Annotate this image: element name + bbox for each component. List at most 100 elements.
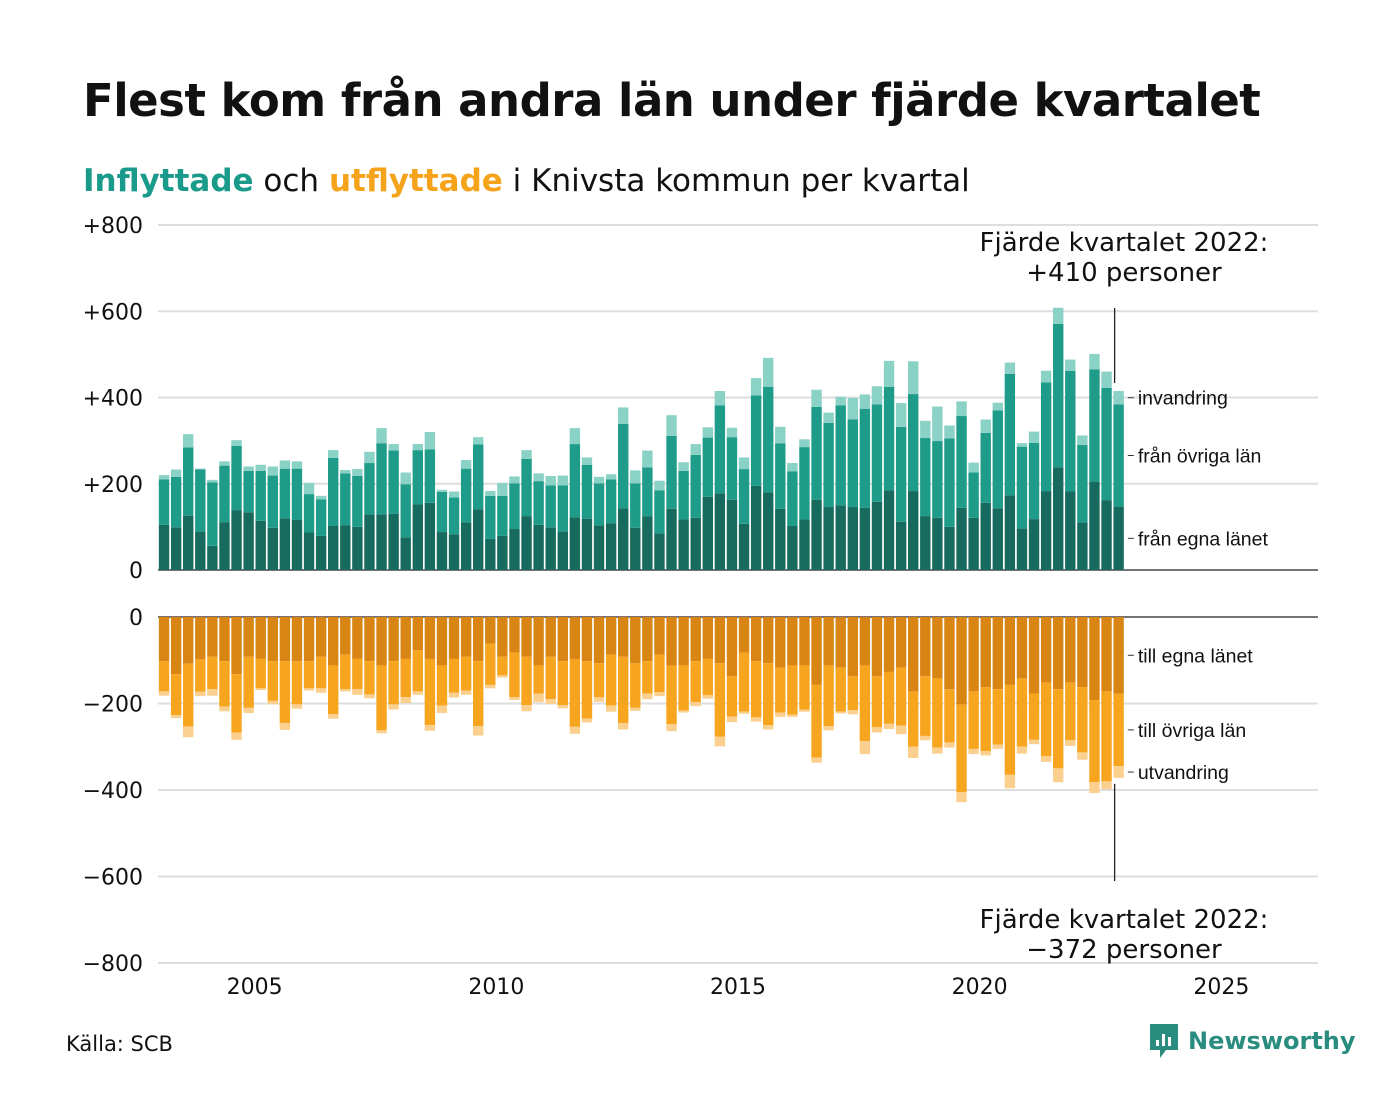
- in-bar-från-övriga-län: [485, 495, 496, 539]
- out-bar-till-övriga-län: [231, 674, 242, 733]
- in-bar-från-övriga-län: [1040, 382, 1052, 492]
- y-tick-label: +600: [83, 300, 143, 325]
- out-bar-utvandring: [1101, 781, 1112, 790]
- in-bar-från-övriga-län: [775, 443, 786, 509]
- out-bar-till-övriga-län: [376, 665, 387, 731]
- in-bar-från-övriga-län: [932, 441, 943, 518]
- in-bar-från-egna-länet: [968, 517, 979, 570]
- in-bar-från-övriga-län: [871, 404, 883, 502]
- x-tick-label: 2010: [468, 975, 524, 1000]
- subtitle-och: och: [253, 163, 329, 199]
- out-bar-utvandring: [328, 714, 339, 719]
- in-bar-invandring: [328, 450, 339, 458]
- out-bar-utvandring: [642, 693, 653, 700]
- in-bar-invandring: [883, 360, 895, 387]
- in-bar-från-egna-länet: [207, 545, 218, 570]
- out-bar-till-egna-länet: [787, 617, 798, 666]
- out-bar-utvandring: [485, 684, 496, 689]
- out-bar-till-övriga-län: [388, 661, 399, 705]
- in-bar-invandring: [291, 461, 303, 469]
- in-bar-från-övriga-län: [315, 499, 327, 536]
- in-bar-invandring: [195, 468, 206, 470]
- out-bar-till-egna-länet: [231, 617, 242, 675]
- in-bar-från-egna-länet: [847, 507, 858, 570]
- out-bar-utvandring: [666, 724, 677, 732]
- out-bar-till-egna-länet: [847, 617, 858, 677]
- out-bar-utvandring: [1053, 768, 1064, 783]
- series-label: från övriga län: [1138, 446, 1262, 468]
- y-tick-label: 0: [129, 559, 143, 584]
- in-bar-invandring: [1113, 391, 1124, 405]
- in-bar-invandring: [690, 444, 701, 455]
- in-bar-från-övriga-län: [267, 475, 278, 528]
- out-bar-till-egna-länet: [569, 617, 581, 659]
- out-bar-till-egna-länet: [702, 617, 713, 659]
- out-bar-till-övriga-län: [1113, 693, 1124, 767]
- in-bar-invandring: [412, 444, 423, 451]
- in-bar-från-egna-länet: [279, 518, 291, 570]
- in-bar-invandring: [847, 397, 858, 420]
- in-bar-invandring: [605, 474, 617, 480]
- in-bar-invandring: [1101, 371, 1112, 389]
- out-bar-till-övriga-län: [605, 654, 617, 706]
- in-bar-från-egna-länet: [400, 537, 411, 570]
- in-bar-invandring: [1089, 353, 1100, 370]
- out-bar-utvandring: [545, 699, 556, 704]
- out-bar-utvandring: [219, 706, 230, 712]
- out-bar-utvandring: [183, 726, 194, 738]
- out-bar-till-egna-länet: [315, 617, 327, 657]
- out-bar-till-övriga-län: [207, 656, 218, 690]
- in-bar-invandring: [473, 437, 484, 445]
- in-bar-från-egna-länet: [618, 508, 629, 570]
- out-bar-utvandring: [460, 690, 472, 695]
- out-bar-till-egna-länet: [630, 617, 641, 664]
- out-bar-till-övriga-län: [195, 659, 206, 692]
- in-bar-invandring: [267, 466, 278, 476]
- out-bar-till-övriga-län: [303, 661, 315, 689]
- in-bar-invandring: [436, 489, 448, 492]
- out-bar-till-övriga-län: [678, 665, 689, 711]
- in-bar-från-egna-länet: [859, 507, 871, 570]
- in-bar-från-egna-länet: [291, 519, 303, 570]
- in-bar-från-egna-länet: [424, 502, 436, 570]
- in-bar-från-egna-länet: [243, 512, 254, 570]
- out-bar-utvandring: [521, 705, 532, 712]
- out-bar-utvandring: [303, 688, 315, 691]
- out-bar-till-övriga-län: [750, 661, 762, 718]
- in-bar-från-egna-länet: [255, 520, 266, 570]
- out-bar-utvandring: [883, 723, 895, 730]
- in-bar-invandring: [593, 476, 605, 484]
- in-bar-från-egna-länet: [1028, 519, 1040, 570]
- out-bar-till-övriga-län: [473, 661, 484, 726]
- in-bar-från-övriga-län: [473, 444, 484, 510]
- in-bar-från-övriga-län: [412, 450, 423, 505]
- in-bar-från-övriga-län: [642, 467, 653, 517]
- in-bar-från-egna-länet: [219, 522, 230, 570]
- in-bar-från-övriga-län: [883, 386, 895, 491]
- in-bar-från-egna-länet: [666, 508, 677, 570]
- in-bar-från-egna-länet: [581, 518, 593, 570]
- out-bar-till-övriga-län: [811, 684, 822, 758]
- in-bar-invandring: [702, 427, 713, 438]
- out-bar-utvandring: [473, 725, 484, 736]
- in-bar-från-övriga-län: [1028, 442, 1040, 520]
- in-bar-invandring: [424, 432, 436, 450]
- out-bar-till-egna-länet: [932, 617, 943, 679]
- in-bar-från-egna-länet: [183, 515, 194, 570]
- out-bar-till-egna-länet: [1028, 617, 1040, 694]
- out-bar-till-egna-länet: [1113, 617, 1124, 694]
- out-bar-utvandring: [376, 730, 387, 734]
- in-bar-från-övriga-län: [328, 457, 339, 527]
- in-bar-från-övriga-län: [654, 490, 665, 534]
- out-bar-utvandring: [1077, 752, 1088, 760]
- in-bar-invandring: [581, 457, 593, 465]
- out-bar-utvandring: [569, 726, 581, 734]
- out-bar-utvandring: [702, 695, 713, 699]
- out-bar-till-egna-länet: [618, 617, 629, 657]
- in-bar-från-egna-länet: [678, 519, 689, 570]
- out-bar-utvandring: [859, 741, 871, 755]
- in-bar-invandring: [968, 462, 979, 473]
- out-bar-till-övriga-län: [799, 665, 810, 710]
- chart-subtitle: Inflyttade och utflyttade i Knivsta komm…: [83, 163, 970, 199]
- in-bar-invandring: [231, 440, 242, 446]
